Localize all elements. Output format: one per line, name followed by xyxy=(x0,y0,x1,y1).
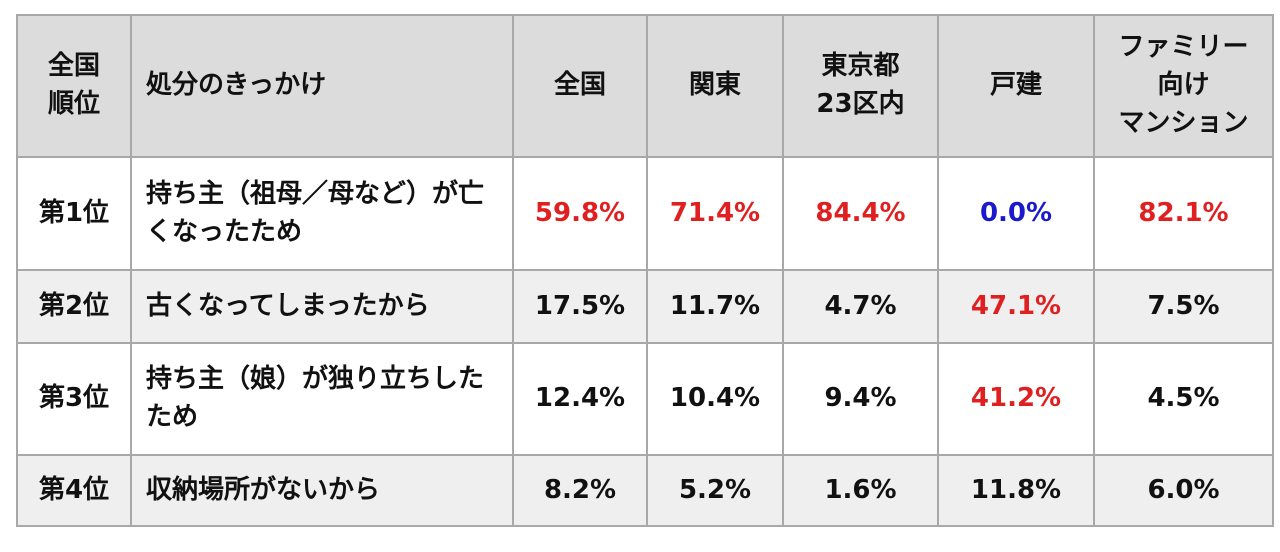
header-cell: 全国 順位 xyxy=(16,14,132,158)
reason-cell: 古くなってしまったから xyxy=(130,269,514,344)
table-row: 第2位 古くなってしまったから 17.5% 11.7% 4.7% 47.1% 7… xyxy=(16,269,1274,344)
value-cell: 17.5% xyxy=(512,269,648,344)
header-cell: ファミリー 向け マンション xyxy=(1093,14,1274,158)
rank-cell: 第2位 xyxy=(16,269,132,344)
value-cell: 1.6% xyxy=(782,454,939,527)
header-cell: 戸建 xyxy=(937,14,1095,158)
value-cell: 47.1% xyxy=(937,269,1095,344)
value-cell: 9.4% xyxy=(782,342,939,456)
value-cell: 71.4% xyxy=(646,156,784,271)
value-cell: 84.4% xyxy=(782,156,939,271)
value-cell: 7.5% xyxy=(1093,269,1274,344)
table-row: 第1位 持ち主（祖母／母など）が亡くなったため 59.8% 71.4% 84.4… xyxy=(16,156,1274,271)
reason-cell: 持ち主（娘）が独り立ちしたため xyxy=(130,342,514,456)
header-cell: 処分のきっかけ xyxy=(130,14,514,158)
value-cell: 0.0% xyxy=(937,156,1095,271)
ranking-table: 全国 順位 処分のきっかけ 全国 関東 東京都 23区内 戸建 ファミリー 向け… xyxy=(16,14,1274,527)
value-cell: 5.2% xyxy=(646,454,784,527)
value-cell: 41.2% xyxy=(937,342,1095,456)
value-cell: 59.8% xyxy=(512,156,648,271)
reason-cell: 収納場所がないから xyxy=(130,454,514,527)
value-cell: 10.4% xyxy=(646,342,784,456)
value-cell: 82.1% xyxy=(1093,156,1274,271)
value-cell: 6.0% xyxy=(1093,454,1274,527)
header-row: 全国 順位 処分のきっかけ 全国 関東 東京都 23区内 戸建 ファミリー 向け… xyxy=(16,14,1274,158)
rank-cell: 第4位 xyxy=(16,454,132,527)
value-cell: 11.7% xyxy=(646,269,784,344)
header-cell: 東京都 23区内 xyxy=(782,14,939,158)
value-cell: 12.4% xyxy=(512,342,648,456)
table-row: 第4位 収納場所がないから 8.2% 5.2% 1.6% 11.8% 6.0% xyxy=(16,454,1274,527)
header-cell: 全国 xyxy=(512,14,648,158)
value-cell: 4.7% xyxy=(782,269,939,344)
table-row: 第3位 持ち主（娘）が独り立ちしたため 12.4% 10.4% 9.4% 41.… xyxy=(16,342,1274,456)
reason-cell: 持ち主（祖母／母など）が亡くなったため xyxy=(130,156,514,271)
rank-cell: 第3位 xyxy=(16,342,132,456)
rank-cell: 第1位 xyxy=(16,156,132,271)
header-cell: 関東 xyxy=(646,14,784,158)
value-cell: 11.8% xyxy=(937,454,1095,527)
value-cell: 4.5% xyxy=(1093,342,1274,456)
value-cell: 8.2% xyxy=(512,454,648,527)
